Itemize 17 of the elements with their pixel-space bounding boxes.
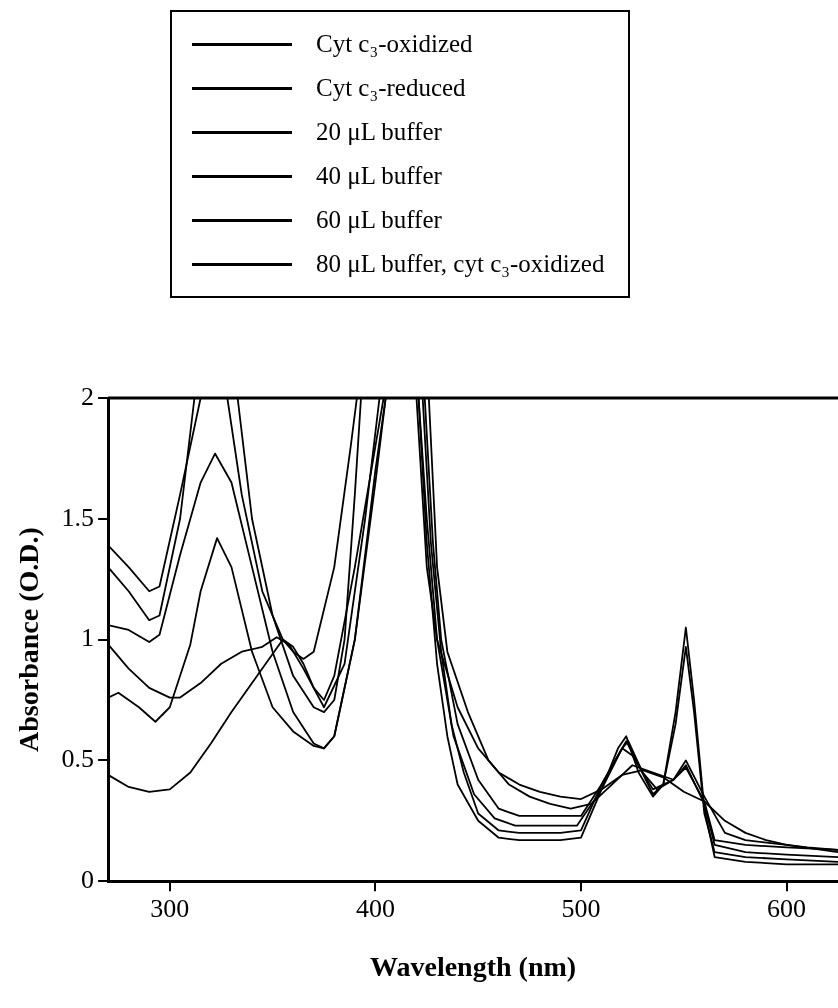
- y-tick-label: 0.5: [61, 744, 95, 774]
- y-tick-label: 1: [81, 623, 95, 653]
- x-tick-label: 400: [355, 893, 395, 923]
- legend-label: 40 μL buffer: [316, 162, 442, 190]
- legend-label: 60 μL buffer: [316, 206, 442, 234]
- legend-label: Cyt c₃-oxidized: [316, 30, 473, 58]
- x-tick-label: 300: [150, 893, 190, 923]
- y-tick-label: 0: [81, 865, 95, 895]
- y-axis-title: Absorbance (O.D.): [13, 527, 45, 752]
- y-tick-label: 2: [81, 381, 95, 411]
- legend-label: 20 μL buffer: [316, 118, 442, 146]
- legend-label: Cyt c₃-reduced: [316, 74, 466, 102]
- x-tick-label: 600: [767, 893, 807, 923]
- x-axis-title: Wavelength (nm): [370, 951, 577, 983]
- legend-label: 80 μL buffer, cyt c₃-oxidized: [316, 250, 605, 278]
- y-tick-label: 1.5: [61, 502, 95, 532]
- x-tick-label: 500: [561, 893, 601, 923]
